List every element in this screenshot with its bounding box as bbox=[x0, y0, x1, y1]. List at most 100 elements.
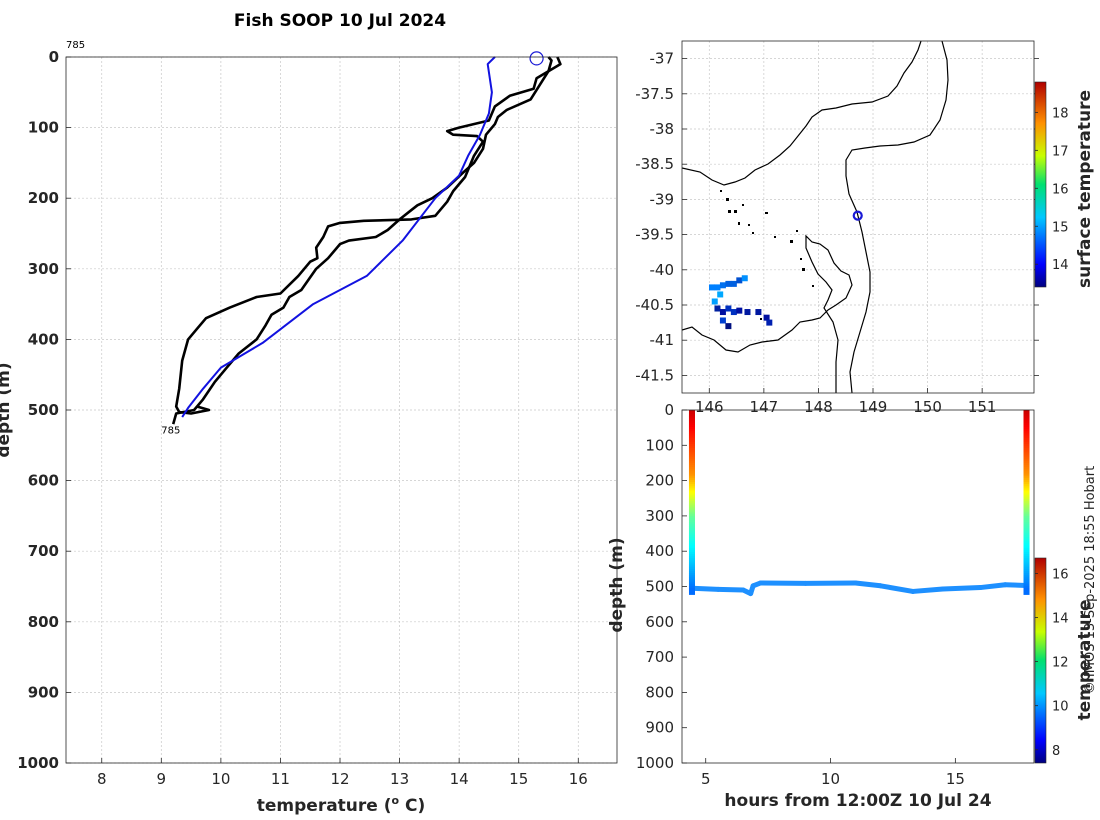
map-ytick-label: -39 bbox=[650, 190, 675, 208]
coastline-tasmania bbox=[682, 234, 853, 393]
profile-annotation-bottom: 785 bbox=[161, 426, 180, 437]
sst-cell bbox=[725, 323, 732, 330]
map-coastlines bbox=[682, 41, 949, 393]
map-ytick-label: -41 bbox=[650, 331, 675, 349]
sst-cell bbox=[736, 307, 743, 314]
sst-cell bbox=[730, 309, 737, 316]
profile-annotation-top: 785 bbox=[66, 40, 85, 51]
section-cbar-tick-label: 14 bbox=[1052, 612, 1069, 627]
profile-ytick-label: 600 bbox=[28, 472, 59, 490]
section-ytick-label: 500 bbox=[645, 578, 674, 596]
profile-ytick-label: 200 bbox=[28, 189, 59, 207]
section-xtick-label: 5 bbox=[701, 770, 711, 788]
map-xtick-label: 147 bbox=[750, 398, 779, 416]
credit-text: © IMOS 13-Sep-2025 18:55 Hobart bbox=[1083, 466, 1098, 694]
coastline-victoria bbox=[682, 41, 922, 186]
section-track-segment bbox=[977, 582, 1008, 591]
section-cbar-tick-label: 16 bbox=[1052, 567, 1069, 582]
profile-xtick-label: 13 bbox=[390, 770, 409, 788]
profile-ytick-label: 0 bbox=[49, 48, 59, 66]
map-cbar-tick-label: 15 bbox=[1052, 220, 1069, 235]
map-ship-marker bbox=[852, 210, 863, 221]
map-ytick-label: -40.5 bbox=[635, 296, 674, 314]
section-xtick-label: 15 bbox=[946, 770, 965, 788]
map-ytick-label: -38.5 bbox=[635, 155, 674, 173]
sst-cell bbox=[719, 317, 726, 324]
map-cbar-tick-label: 18 bbox=[1052, 106, 1069, 121]
profile-series-clim-ref bbox=[181, 56, 496, 418]
map-cbar-tick-label: 16 bbox=[1052, 182, 1069, 197]
profile-xtick-label: 16 bbox=[569, 770, 588, 788]
section-ytick-label: 900 bbox=[645, 719, 674, 737]
map-chart: 146 147 148 149 150 151-37-37.5-38-38.5-39-39… bbox=[635, 40, 1095, 416]
section-colorbar-label: temperature bbox=[1075, 599, 1095, 720]
sst-cell bbox=[719, 282, 726, 289]
profile-ytick-label: 500 bbox=[28, 401, 59, 419]
map-ytick-label: -37.5 bbox=[635, 85, 674, 103]
sst-cell bbox=[711, 298, 718, 305]
profile-xtick-label: 10 bbox=[211, 770, 230, 788]
section-ylabel: depth (m) bbox=[607, 537, 627, 632]
section-ytick-label: 400 bbox=[645, 542, 674, 560]
profile-xtick-label: 8 bbox=[97, 770, 107, 788]
map-xtick-label: 150 bbox=[913, 398, 942, 416]
section-ytick-label: 700 bbox=[645, 648, 674, 666]
sst-cell bbox=[714, 284, 721, 291]
section-track-segment bbox=[689, 585, 721, 592]
sst-cell bbox=[709, 284, 716, 291]
profile-ylabel: depth (m) bbox=[0, 362, 14, 457]
map-ytick-label: -39.5 bbox=[635, 226, 674, 244]
sst-cell bbox=[755, 309, 762, 316]
section-cast-point bbox=[688, 587, 695, 595]
section-cbar-tick-label: 12 bbox=[1052, 656, 1069, 671]
section-xlabel: hours from 12:00Z 10 Jul 24 bbox=[724, 791, 991, 811]
profile-xtick-label: 11 bbox=[271, 770, 290, 788]
profile-xlabel: temperature (o C) bbox=[257, 794, 426, 816]
map-colorbar-label: surface temperature bbox=[1075, 90, 1095, 288]
profile-ytick-label: 1000 bbox=[17, 754, 59, 772]
map-xtick-label: 151 bbox=[968, 398, 997, 416]
sst-cell bbox=[736, 277, 743, 284]
map-xtick-label: 146 bbox=[695, 398, 724, 416]
section-colorbar bbox=[1034, 557, 1047, 764]
map-colorbar-ticks: 14 15 16 17 18 bbox=[1035, 106, 1069, 273]
sst-cell bbox=[719, 309, 726, 316]
section-cbar-tick-label: 8 bbox=[1052, 744, 1060, 759]
section-track-segment bbox=[910, 586, 946, 594]
section-ytick-label: 1000 bbox=[636, 754, 674, 772]
section-track-segment bbox=[853, 580, 883, 589]
profile-ticks: 8 9 10 11 12 13 14 15 16 0 100 200 300 400 500 600 700 80… bbox=[17, 48, 588, 788]
profile-axes-frame bbox=[65, 56, 618, 764]
profile-ytick-label: 800 bbox=[28, 613, 59, 631]
figure-title: Fish SOOP 10 Jul 2024 bbox=[234, 11, 446, 31]
profile-ytick-label: 700 bbox=[28, 542, 59, 560]
sst-cell bbox=[714, 305, 721, 312]
map-ytick-label: -41.5 bbox=[635, 366, 674, 384]
map-cbar-tick-label: 14 bbox=[1052, 258, 1069, 273]
section-track-segment bbox=[877, 583, 916, 594]
sst-cell bbox=[744, 309, 751, 316]
map-ticks: 146 147 148 149 150 151 -37 -37.5 -38 -38.5 -39 -39… bbox=[635, 50, 1039, 416]
section-colorbar-ticks: 8 10 12 14 16 bbox=[1035, 567, 1069, 759]
section-ytick-label: 100 bbox=[645, 436, 674, 454]
profile-xtick-label: 9 bbox=[157, 770, 167, 788]
profile-chart: 8 9 10 11 12 13 14 15 16 0 100 200 300 400 500 600 700 80… bbox=[0, 40, 618, 816]
section-track-segment bbox=[1002, 582, 1030, 588]
profile-series-profile-down bbox=[174, 56, 562, 415]
profile-ytick-label: 900 bbox=[28, 683, 59, 701]
section-cbar-tick-label: 10 bbox=[1052, 700, 1069, 715]
sst-cell bbox=[730, 280, 737, 287]
section-cast-point bbox=[1023, 587, 1030, 595]
section-ytick-label: 200 bbox=[645, 472, 674, 490]
map-colorbar bbox=[1034, 81, 1047, 288]
map-xtick-label: 148 bbox=[804, 398, 833, 416]
profile-xtick-label: 15 bbox=[509, 770, 528, 788]
section-track-segment bbox=[715, 586, 746, 593]
profile-xtick-label: 14 bbox=[450, 770, 469, 788]
profile-ytick-label: 300 bbox=[28, 260, 59, 278]
shelf-contour bbox=[845, 41, 949, 393]
map-ytick-label: -37 bbox=[650, 50, 675, 68]
section-ytick-label: 0 bbox=[664, 401, 674, 419]
